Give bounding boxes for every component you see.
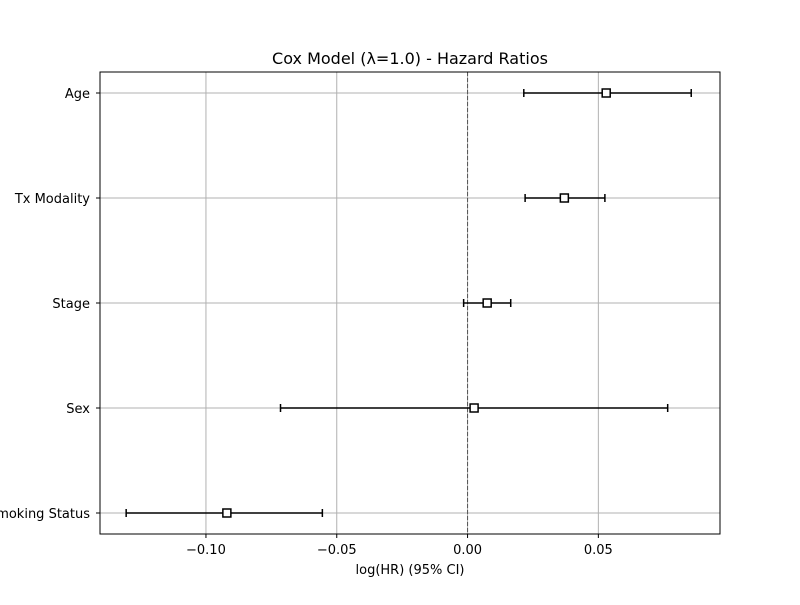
y-tick-label: Age xyxy=(65,87,90,102)
point-estimate-marker xyxy=(222,508,232,518)
y-tick-label: Tx Modality xyxy=(14,192,90,207)
point-estimate-marker xyxy=(482,298,492,308)
x-tick-label: −0.10 xyxy=(186,543,226,558)
y-tick-label: Stage xyxy=(52,297,90,312)
x-tick-label: −0.05 xyxy=(317,543,357,558)
point-estimate-marker xyxy=(469,403,479,413)
x-tick-label: 0.00 xyxy=(453,543,482,558)
chart-title: Cox Model (λ=1.0) - Hazard Ratios xyxy=(272,49,548,68)
point-estimate-marker xyxy=(601,88,611,98)
point-estimate-layer xyxy=(222,88,611,518)
y-axis-ticks: Age Tx Modality Stage Sex Smoking Status xyxy=(0,87,100,522)
grid-layer xyxy=(100,72,720,534)
x-axis-label: log(HR) (95% CI) xyxy=(356,563,465,578)
x-tick-label: 0.05 xyxy=(584,543,613,558)
y-tick-label: Sex xyxy=(66,402,90,417)
point-estimate-marker xyxy=(559,193,570,203)
x-axis-ticks: −0.10 −0.05 0.00 0.05 xyxy=(186,534,613,558)
y-tick-label: Smoking Status xyxy=(0,507,90,522)
